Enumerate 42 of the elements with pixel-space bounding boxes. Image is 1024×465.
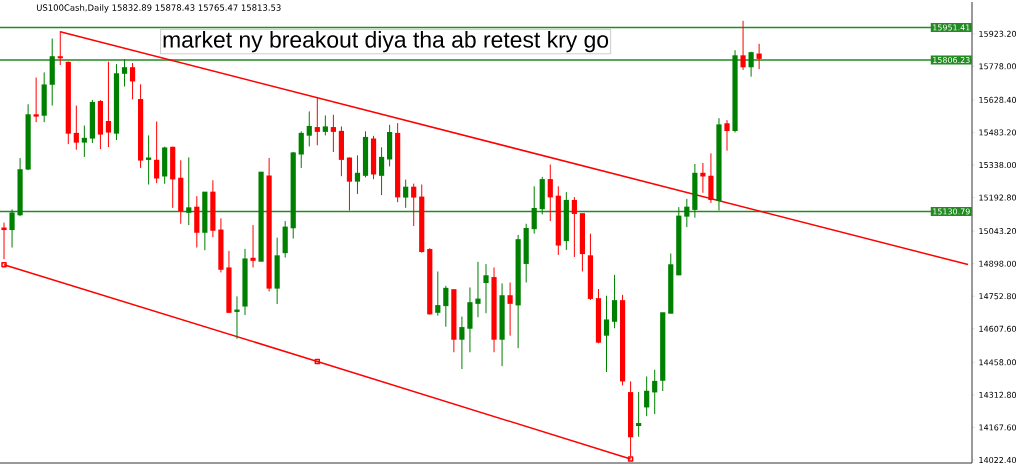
candlestick <box>154 121 160 184</box>
candlestick <box>547 164 553 222</box>
candlestick <box>748 51 754 78</box>
candlestick <box>483 263 489 314</box>
candlestick <box>73 105 79 151</box>
candlestick <box>306 110 312 147</box>
candlestick <box>105 61 112 148</box>
candlestick <box>531 185 537 235</box>
candlestick <box>435 271 441 317</box>
candlestick <box>1 222 7 260</box>
candlestick <box>459 316 465 370</box>
candlestick <box>9 208 15 249</box>
candlestick <box>298 130 304 169</box>
candlestick <box>636 391 642 438</box>
candlestick <box>378 146 385 196</box>
candlestick <box>411 183 417 227</box>
candlestick <box>443 285 449 328</box>
candlestick <box>740 20 746 71</box>
chart-title: US100Cash,Daily 15832.89 15878.43 15765.47 15813.53 <box>36 4 281 13</box>
candlestick <box>652 369 658 415</box>
candlestick <box>403 179 409 209</box>
candlestick <box>724 119 730 152</box>
candlestick <box>121 58 128 88</box>
candlestick <box>684 198 690 228</box>
candlestick <box>33 77 39 123</box>
candlestick <box>611 274 618 329</box>
candlestick <box>475 261 481 318</box>
candlestick <box>322 114 328 136</box>
candlestick <box>507 282 513 337</box>
annotation: market ny breakout diya tha ab retest kry go <box>163 30 609 53</box>
candlestick <box>129 62 136 100</box>
candlestick <box>81 125 87 158</box>
candlestick <box>186 156 192 226</box>
candlestick <box>314 96 320 146</box>
candlestick <box>330 114 336 153</box>
candlestick <box>603 295 610 373</box>
candlestick <box>700 162 706 194</box>
candlestick <box>354 154 361 195</box>
candlestick <box>644 375 650 417</box>
candlestick <box>250 224 256 268</box>
candlestick <box>234 295 240 340</box>
candlestick <box>571 196 577 258</box>
